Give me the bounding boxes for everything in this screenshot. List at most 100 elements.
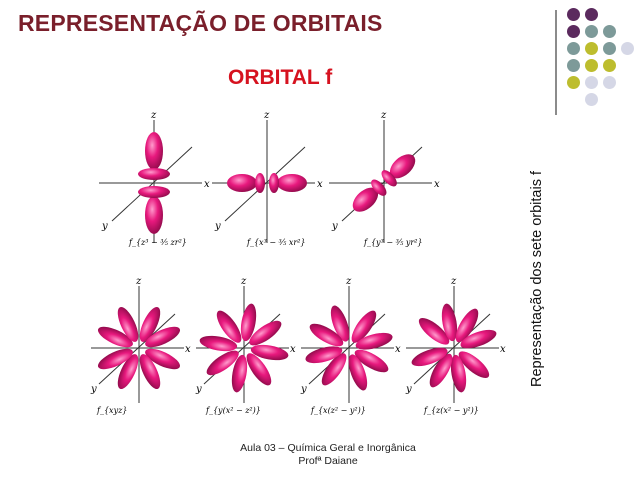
y-axis [413,313,491,385]
decor-dot [603,42,616,55]
orbital-lobe [351,310,377,343]
f-orbitals-figure: x y z f_{z³ − ³⁄₅ zr²} x y z f_{x³ − ³⁄₅… [90,110,506,415]
axis-label-z: z [380,110,387,121]
decor-dot [603,59,616,72]
orbital-label: f_{y(x² − z²)} [205,406,261,415]
decor-dot [585,25,598,38]
decor-dot [585,76,598,89]
orbital-lobe [206,350,239,376]
decor-dot [585,93,598,106]
axis-label-z: z [150,110,157,121]
orbital-lobe [250,344,289,361]
orbital-lobe [441,303,458,342]
orbital-lobe [450,354,467,393]
orbital-lobe [330,305,350,342]
decor-dot [567,25,580,38]
orbital-lobe [309,323,344,347]
orbital-lobe [411,347,448,367]
slide-footer: Aula 03 – Química Geral e Inorgânica Pro… [213,442,443,468]
orbital-lobe [117,306,139,342]
slide-subtitle: ORBITAL f [228,66,333,89]
decor-dot [567,76,580,89]
decor-dot [567,59,580,72]
orbital-lobe [139,354,161,390]
orbital-fz3: x y z f_{z³ − ³⁄₅ zr²} [99,110,210,247]
y-axis [111,146,193,222]
orbital-lobe [231,354,248,393]
decor-dot [621,42,634,55]
axis-label-z: z [263,110,270,121]
orbital-lobe [249,320,282,346]
orbital-lobe [418,317,450,345]
axis-label-y: y [214,221,221,232]
y-axis [224,146,306,222]
orbital-lobe [145,196,163,234]
axis-label-z: z [135,276,142,287]
orbital-lobe [117,354,139,390]
side-caption: Representação dos sete orbitais f [524,150,550,408]
orbital-label: f_{x(z² − y²)} [310,406,366,415]
decor-dot [567,8,580,21]
orbital-fx-z2-y2: x y z f_{x(z² − y²)} [300,276,401,415]
orbital-lobe [145,348,181,370]
orbital-lobe [321,353,347,386]
decorative-divider [555,10,557,115]
orbital-lobe [355,332,393,350]
orbital-lobe [389,154,416,179]
orbital-lobe [458,351,490,379]
orbital-lobe [460,329,497,349]
orbital-lobe [97,326,133,348]
orbital-lobe [97,348,133,370]
orbital-lobe [352,187,379,212]
orbital-fy-x2-z2: x y z f_{y(x² − z²)} [195,276,296,415]
orbital-label: f_{z(x² − y²)} [423,406,479,415]
orbital-fy3: x y z f_{y³ − ³⁄₅ yr²} [329,110,440,247]
orbital-lobe [138,186,170,198]
decor-dot [603,76,616,89]
slide-title: REPRESENTAÇÃO DE ORBITAIS [18,10,383,36]
orbital-lobe [145,132,163,170]
decor-dot [585,8,598,21]
orbital-fz-x2-y2: x y z f_{z(x² − y²)} [405,276,506,415]
orbital-lobe [269,173,279,193]
orbital-lobe [429,353,453,388]
axis-label-y: y [195,384,202,395]
y-axis [98,313,176,385]
footer-course: Aula 03 – Química Geral e Inorgânica [240,442,416,454]
axis-label-x: x [434,179,440,190]
orbital-lobe [145,326,181,348]
orbital-lobe [305,346,343,364]
axis-label-x: x [204,179,210,190]
orbital-lobe [139,306,161,342]
orbital-lobe [216,310,242,343]
orbital-label: f_{z³ − ³⁄₅ zr²} [128,238,187,247]
axis-label-x: x [500,344,506,355]
axis-label-y: y [331,221,338,232]
orbital-lobe [246,353,272,386]
decorative-dot-grid [561,8,637,108]
orbital-lobe [138,168,170,180]
orbital-lobe [240,303,257,342]
side-caption-text: Representação dos sete orbitais f [529,170,546,388]
axis-label-z: z [240,276,247,287]
orbital-lobe [381,170,397,187]
orbital-lobe [354,349,389,373]
axis-label-z: z [345,276,352,287]
axis-label-y: y [405,384,412,395]
orbital-fx3: x y z f_{x³ − ³⁄₅ xr²} [212,110,323,247]
decor-dot [585,42,598,55]
axis-label-x: x [185,344,191,355]
orbital-label: f_{xyz} [96,406,127,415]
orbital-lobe [455,308,479,343]
orbital-lobe [227,174,257,192]
axis-label-x: x [395,344,401,355]
axis-label-z: z [450,276,457,287]
decor-dot [567,42,580,55]
decor-dot [603,25,616,38]
footer-teacher: Profª Daiane [298,455,358,467]
orbital-lobe [277,174,307,192]
orbital-label: f_{x³ − ³⁄₅ xr²} [246,238,305,247]
orbital-label: f_{y³ − ³⁄₅ yr²} [363,238,423,247]
orbital-lobe [199,335,238,352]
axis-label-y: y [90,384,97,395]
